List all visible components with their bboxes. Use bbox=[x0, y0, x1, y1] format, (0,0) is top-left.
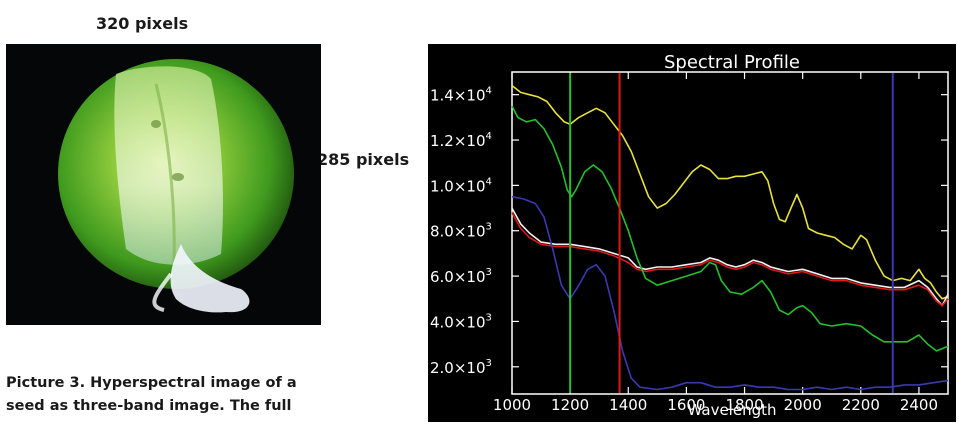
series-line-2 bbox=[511, 212, 949, 307]
plot-border bbox=[511, 71, 949, 395]
y-tick-label: 4.0×103 bbox=[430, 312, 492, 331]
chart-title: Spectral Profile bbox=[664, 52, 800, 73]
seed-image bbox=[6, 44, 321, 325]
width-label: 320 pixels bbox=[96, 14, 189, 33]
x-tick-label: 2400 bbox=[900, 396, 938, 414]
y-tick-label: 6.0×103 bbox=[430, 267, 492, 286]
x-tick-label: 2200 bbox=[842, 396, 880, 414]
y-tick-label: 1.2×104 bbox=[430, 131, 492, 150]
x-tick-label: 2000 bbox=[784, 396, 822, 414]
x-axis-label: Wavelength bbox=[688, 401, 777, 419]
y-tick-label: 2.0×103 bbox=[430, 358, 492, 377]
series-line-4 bbox=[511, 195, 949, 391]
y-tick-label: 8.0×103 bbox=[430, 222, 492, 241]
x-tick-label: 1000 bbox=[493, 396, 531, 414]
series-line-1 bbox=[511, 207, 949, 307]
spectral-profile-chart: Spectral Profile Wavelength 1000 1200 1400… bbox=[428, 44, 956, 422]
seed-picture bbox=[58, 59, 294, 313]
x-tick-label: 1200 bbox=[551, 396, 589, 414]
y-tick-label: 1.4×104 bbox=[430, 86, 492, 105]
x-tick-label: 1400 bbox=[609, 396, 647, 414]
height-label: 285 pixels bbox=[317, 150, 410, 169]
x-tick-label: 1600 bbox=[667, 396, 705, 414]
caption-line-2: seed as three-band image. The full bbox=[6, 398, 292, 414]
series-line-3 bbox=[511, 105, 949, 352]
caption-line-1: Picture 3. Hyperspectral image of a bbox=[6, 375, 297, 391]
series-line-0 bbox=[511, 84, 949, 300]
plot-area: 1000 1200 1400 1600 1800 2000 2200 2400 2.0×103 4… bbox=[430, 71, 949, 414]
y-tick-label: 1.0×104 bbox=[430, 176, 492, 195]
chart-svg: Spectral Profile Wavelength 1000 1200 1400… bbox=[430, 52, 949, 419]
x-tick-label: 1800 bbox=[725, 396, 763, 414]
figure-caption: Picture 3. Hyperspectral image of a seed… bbox=[6, 372, 326, 418]
